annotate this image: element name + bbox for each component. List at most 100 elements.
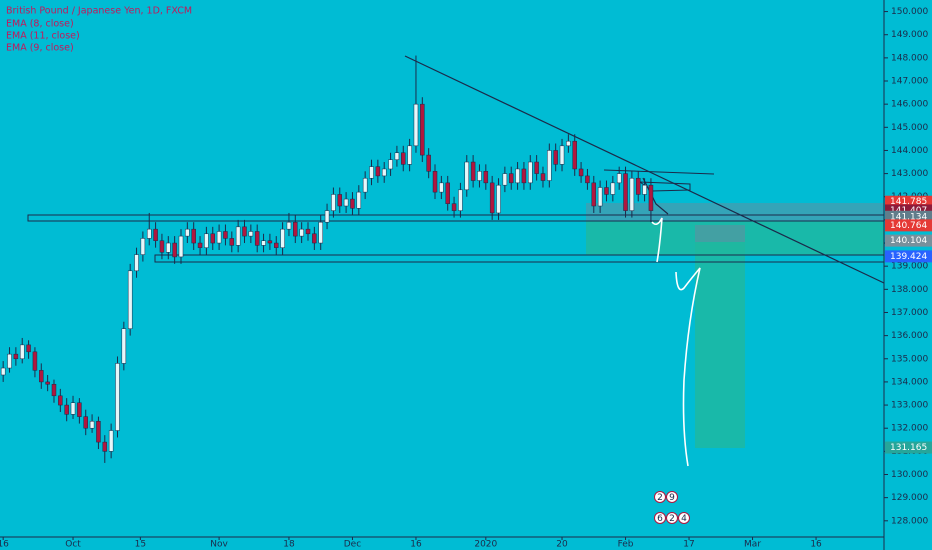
candle-body — [19, 344, 25, 360]
y-tick-label: 145.000 — [891, 123, 928, 133]
x-tick-label: 2020 — [474, 540, 497, 550]
y-tick-label: 129.000 — [891, 493, 928, 503]
candle-body — [286, 221, 292, 230]
candle-body — [470, 161, 476, 181]
y-tick-label: 150.000 — [891, 7, 928, 17]
stop-zone — [695, 225, 745, 242]
price-label: 140.764 — [890, 221, 927, 231]
candle-body — [312, 233, 317, 244]
event-count: 4 — [681, 514, 687, 524]
y-tick-label: 148.000 — [891, 53, 928, 63]
candle-body — [521, 168, 527, 184]
candle-body — [318, 221, 323, 244]
candle-body — [210, 233, 215, 244]
price-label: 139.424 — [890, 252, 927, 262]
candle-body — [166, 242, 171, 253]
candle-body — [51, 383, 57, 397]
candle-body — [483, 171, 489, 184]
candle-body — [369, 166, 374, 179]
y-tick-label: 146.000 — [891, 100, 928, 110]
candle-body — [559, 145, 565, 165]
candle-body — [439, 182, 444, 193]
event-count: 2 — [657, 493, 663, 503]
x-tick-label: 18 — [283, 540, 295, 550]
candle-body — [642, 184, 647, 195]
chart-title: British Pound / Japanese Yen, 1D, FXCM — [6, 6, 192, 17]
candle-body — [508, 173, 514, 184]
candle-body — [445, 182, 450, 204]
candle-body — [254, 231, 260, 246]
y-tick-label: 133.000 — [891, 401, 928, 411]
candle-body — [375, 166, 381, 177]
candle-body — [623, 173, 628, 211]
price-label-box — [885, 219, 932, 232]
candle-body — [26, 344, 31, 353]
candle-body — [394, 152, 400, 160]
target-zone — [695, 242, 745, 448]
candle-body — [566, 140, 571, 147]
candle-body — [134, 254, 139, 272]
y-tick-label: 130.000 — [891, 470, 928, 480]
candle-body — [7, 353, 12, 369]
y-tick-label: 135.000 — [891, 354, 928, 364]
candle-body — [515, 168, 520, 184]
x-tick-label: 16 — [810, 540, 822, 550]
candle-body — [32, 351, 38, 371]
y-tick-label: 137.000 — [891, 308, 928, 318]
candle-body — [39, 370, 44, 383]
candle-body — [242, 226, 247, 237]
candle-body — [343, 198, 349, 207]
event-icon — [654, 512, 666, 524]
candle-body — [204, 233, 209, 248]
y-tick-label: 132.000 — [891, 424, 928, 434]
price-label-box — [885, 250, 932, 263]
candle-body — [629, 177, 635, 211]
candle-body — [185, 228, 190, 237]
x-tick-label: Oct — [65, 540, 81, 550]
candle-body — [178, 235, 184, 258]
candle-body — [13, 353, 19, 360]
event-icon — [654, 491, 666, 503]
candle-body — [547, 150, 552, 181]
candle-body — [77, 402, 82, 417]
x-tick-label: Nov — [210, 540, 228, 550]
candle-body — [229, 238, 235, 246]
y-tick-label: 143.000 — [891, 169, 928, 179]
candle-body — [153, 228, 158, 241]
candle-body — [324, 210, 330, 223]
x-tick-label: 16 — [410, 540, 422, 550]
price-label: 140.104 — [890, 236, 927, 246]
indicator-legend: EMA (11, close) — [6, 31, 80, 42]
event-icon — [666, 491, 678, 503]
candle-body — [578, 168, 584, 177]
candle-body — [299, 228, 304, 237]
candle-body — [127, 270, 133, 329]
candle-body — [159, 240, 165, 253]
candle-body — [58, 395, 63, 406]
candle-body — [413, 103, 419, 147]
candle-body — [356, 191, 362, 209]
x-tick-label: Mar — [744, 540, 761, 550]
candle-body — [248, 231, 254, 237]
candle-body — [83, 416, 88, 429]
candle-body — [305, 228, 311, 235]
x-tick-label: 15 — [135, 540, 146, 550]
candle-body — [172, 242, 177, 258]
candle-body — [426, 154, 431, 172]
x-tick-label: Feb — [618, 540, 634, 550]
price-label: 141.134 — [890, 212, 927, 222]
event-count: 6 — [657, 514, 663, 524]
candle-body — [197, 242, 203, 248]
candle-body — [591, 182, 597, 207]
candle-body — [477, 171, 482, 181]
candle-body — [572, 140, 577, 170]
x-tick-label: 20 — [556, 540, 568, 550]
candle-body — [350, 198, 355, 209]
y-tick-label: 139.000 — [891, 262, 928, 272]
trend-line — [404, 55, 885, 284]
candle-body — [464, 161, 470, 191]
candle-body — [597, 187, 603, 207]
y-tick-label: 144.000 — [891, 146, 928, 156]
